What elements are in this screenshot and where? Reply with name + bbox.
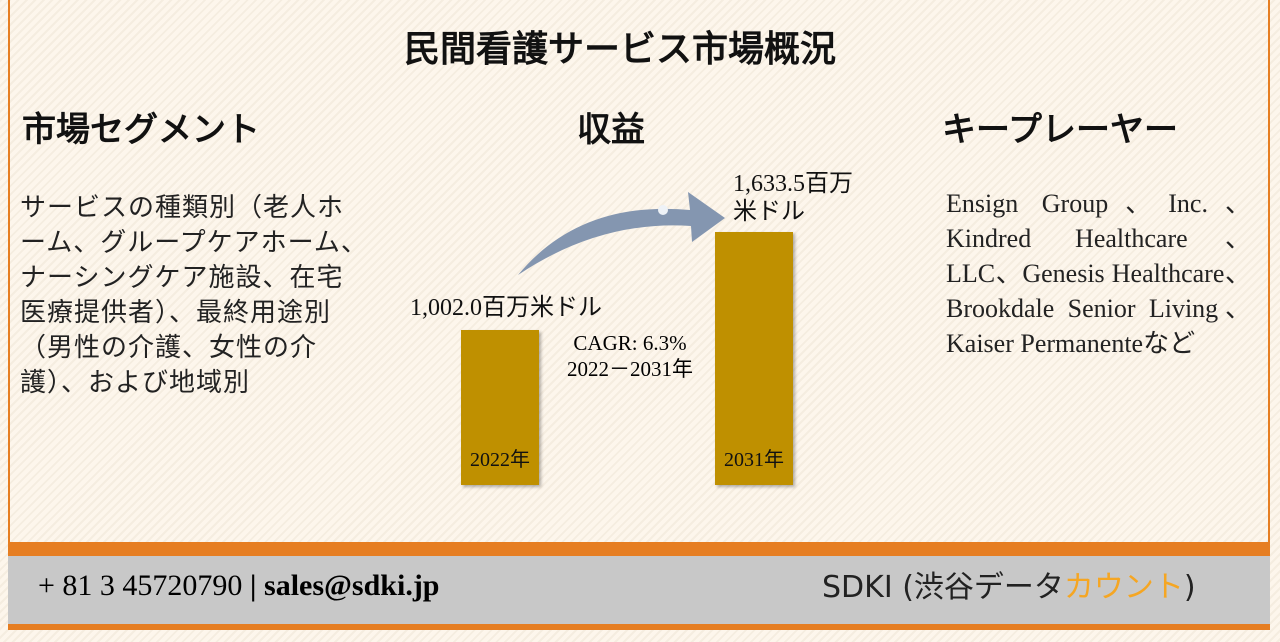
category-label: 2031年 (724, 449, 784, 471)
segments-heading: 市場セグメント (22, 112, 260, 149)
email[interactable]: sales@sdki.jp (264, 569, 440, 602)
contact: + 81 3 45720790 | sales@sdki.jp (38, 569, 440, 603)
company-highlight: カウント (1063, 570, 1184, 605)
bar (461, 329, 539, 485)
company: SDKI (渋谷データカウント) (822, 562, 1196, 606)
value-label: 1,633.5百万米ドル (733, 170, 853, 225)
cagr: CAGR: 6.3% 2022－2031年 (545, 330, 715, 382)
revenue-chart: 2022年 1,002.0百万米ドル 2031年 1,633.5百万米ドル (410, 170, 853, 485)
cagr-period: 2022－2031年 (567, 357, 693, 381)
players-text: Ensign Group、Inc.、Kindred Healthcare、LLC… (946, 189, 1251, 358)
footer (8, 556, 1270, 630)
value-label: 1,002.0百万米ドル (410, 294, 602, 321)
revenue-heading: 収益 (577, 112, 645, 149)
frame (8, 0, 1270, 544)
players-heading: キープレーヤー (942, 112, 1178, 149)
title: 民間看護サービス市場概況 (403, 29, 836, 69)
separator: | (249, 569, 257, 602)
footer-stripe (8, 544, 1270, 556)
category-label: 2022年 (470, 449, 530, 471)
phone: + 81 3 45720790 (38, 569, 243, 602)
segments-text: サービスの種類別（老人ホーム、グループケアホーム、ナーシングケア施設、在宅医療提… (20, 193, 368, 397)
bar (715, 231, 793, 485)
cagr-rate: CAGR: 6.3% (573, 331, 687, 355)
growth-arrow (518, 192, 725, 275)
company-end: ) (1183, 570, 1196, 605)
company-name: SDKI (渋谷データ (822, 570, 1064, 605)
